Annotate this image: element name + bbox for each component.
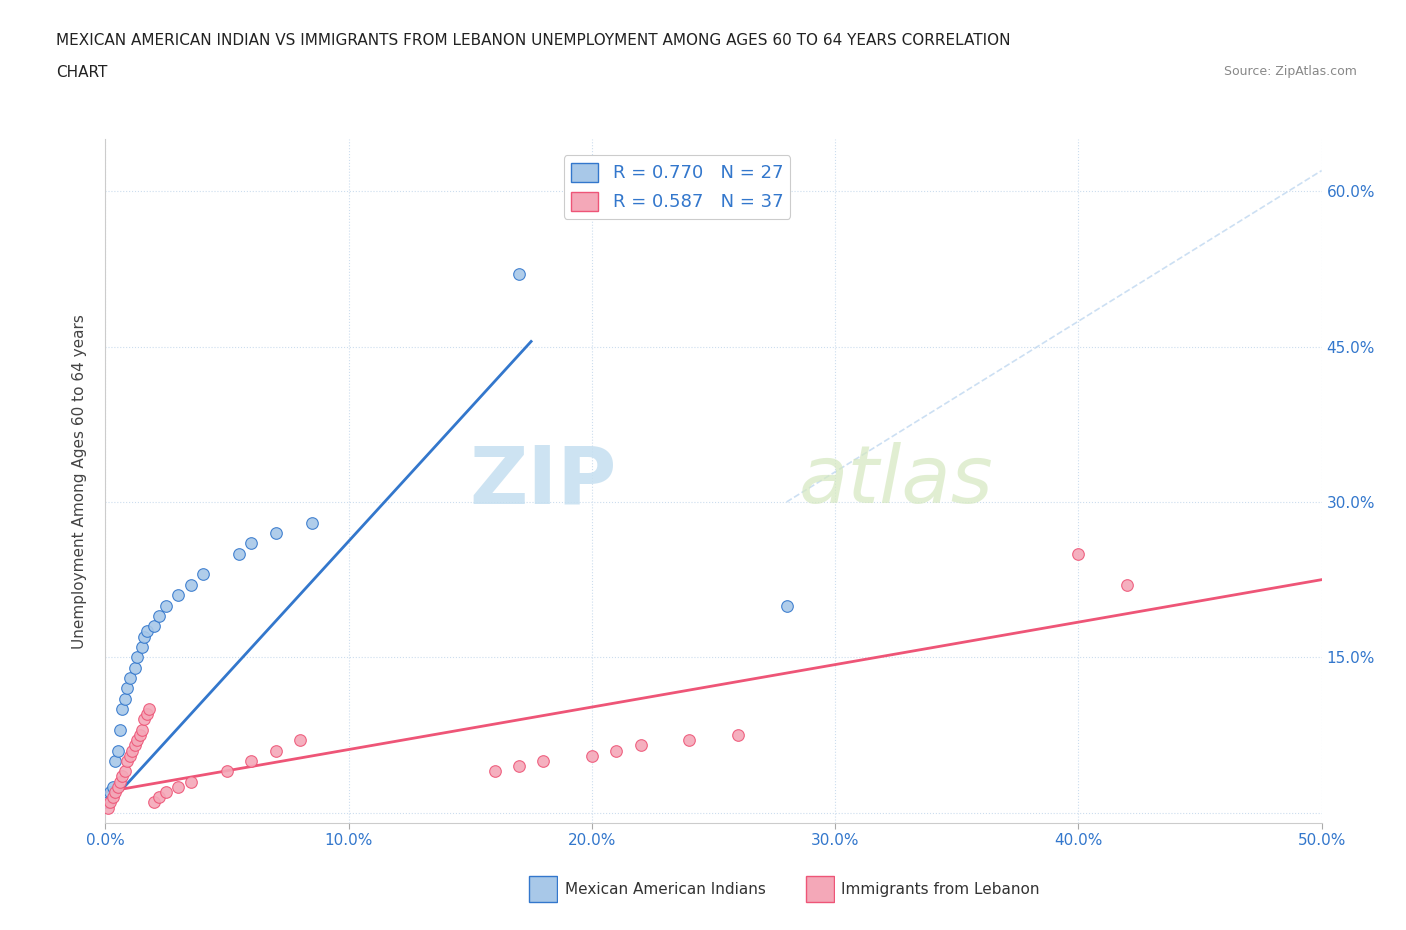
Point bbox=[124, 737, 146, 752]
Point bbox=[134, 712, 156, 727]
Point bbox=[101, 779, 124, 794]
Point bbox=[107, 743, 129, 758]
Point bbox=[125, 650, 148, 665]
Text: MEXICAN AMERICAN INDIAN VS IMMIGRANTS FROM LEBANON UNEMPLOYMENT AMONG AGES 60 TO: MEXICAN AMERICAN INDIAN VS IMMIGRANTS FR… bbox=[56, 33, 1011, 47]
Point bbox=[1116, 578, 1139, 592]
Point bbox=[135, 707, 157, 722]
Point bbox=[143, 618, 166, 633]
Point bbox=[111, 702, 134, 717]
Point bbox=[135, 624, 157, 639]
Point bbox=[104, 785, 127, 800]
Point bbox=[108, 723, 131, 737]
Point bbox=[264, 743, 287, 758]
Point bbox=[131, 723, 153, 737]
Point bbox=[167, 588, 190, 603]
Point bbox=[111, 769, 134, 784]
Point bbox=[180, 578, 202, 592]
Text: Immigrants from Lebanon: Immigrants from Lebanon bbox=[841, 882, 1039, 897]
Point bbox=[117, 753, 139, 768]
Text: Source: ZipAtlas.com: Source: ZipAtlas.com bbox=[1223, 65, 1357, 78]
Point bbox=[108, 774, 131, 789]
Point bbox=[288, 733, 311, 748]
Point bbox=[131, 640, 153, 655]
Point bbox=[148, 790, 170, 804]
Point bbox=[217, 764, 239, 778]
Point bbox=[125, 733, 148, 748]
Point bbox=[117, 681, 139, 696]
Point bbox=[128, 727, 150, 742]
Point bbox=[148, 608, 170, 623]
Point bbox=[605, 743, 627, 758]
Point bbox=[97, 800, 120, 815]
Point bbox=[155, 785, 177, 800]
Point bbox=[101, 790, 124, 804]
Point bbox=[98, 785, 121, 800]
Point bbox=[240, 536, 263, 551]
Y-axis label: Unemployment Among Ages 60 to 64 years: Unemployment Among Ages 60 to 64 years bbox=[72, 313, 87, 649]
Point bbox=[240, 753, 263, 768]
Point bbox=[167, 779, 190, 794]
Point bbox=[180, 774, 202, 789]
Point bbox=[484, 764, 506, 778]
Point bbox=[118, 749, 141, 764]
Point bbox=[508, 267, 530, 282]
Point bbox=[775, 598, 797, 613]
Point bbox=[264, 525, 287, 540]
Point bbox=[114, 691, 136, 706]
Text: CHART: CHART bbox=[56, 65, 108, 80]
Point bbox=[155, 598, 177, 613]
Text: atlas: atlas bbox=[799, 443, 994, 520]
Point bbox=[630, 737, 652, 752]
Point bbox=[124, 660, 146, 675]
Point bbox=[114, 764, 136, 778]
Point bbox=[191, 567, 214, 582]
Point bbox=[134, 630, 156, 644]
Point bbox=[508, 759, 530, 774]
Point bbox=[104, 753, 127, 768]
Point bbox=[118, 671, 141, 685]
Point bbox=[143, 795, 166, 810]
Point bbox=[98, 795, 121, 810]
Point bbox=[1067, 546, 1090, 561]
Point bbox=[138, 702, 160, 717]
Point bbox=[678, 733, 700, 748]
Point bbox=[727, 727, 749, 742]
Point bbox=[301, 515, 323, 530]
Point bbox=[531, 753, 554, 768]
Point bbox=[228, 546, 250, 561]
Legend: R = 0.770   N = 27, R = 0.587   N = 37: R = 0.770 N = 27, R = 0.587 N = 37 bbox=[564, 155, 790, 219]
Text: Mexican American Indians: Mexican American Indians bbox=[565, 882, 766, 897]
Point bbox=[107, 779, 129, 794]
Point bbox=[97, 795, 120, 810]
Point bbox=[581, 749, 603, 764]
Point bbox=[121, 743, 143, 758]
Text: ZIP: ZIP bbox=[470, 443, 616, 520]
